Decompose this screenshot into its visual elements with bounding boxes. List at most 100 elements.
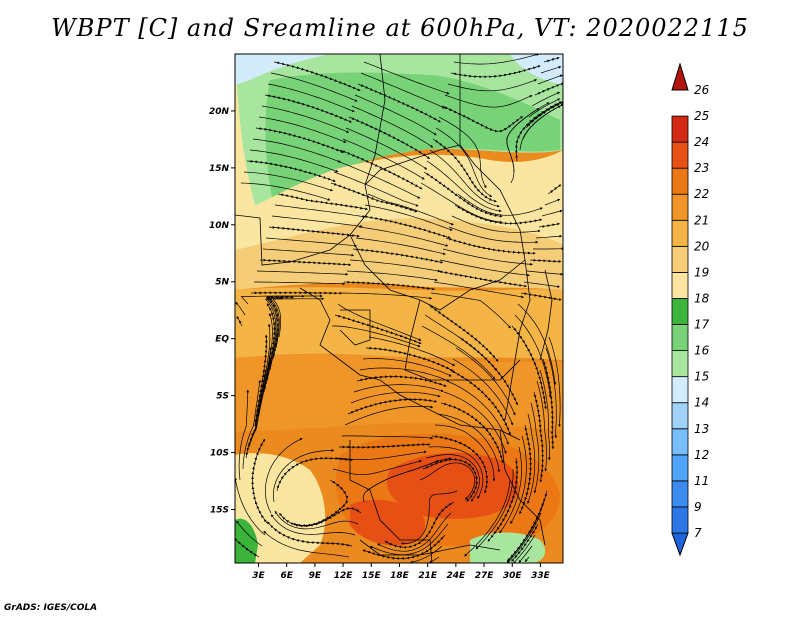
streamline	[259, 258, 352, 267]
lat-tick-label: 5S	[216, 392, 229, 402]
streamline	[256, 270, 349, 276]
streamline	[332, 325, 421, 348]
streamline	[534, 82, 563, 96]
streamline	[451, 215, 541, 233]
streamline	[436, 270, 528, 288]
streamline	[544, 198, 561, 206]
longitude-axis: 3E 6E 9E 12E 15E 18E 21E 24E 27E 30E 33E	[252, 563, 551, 581]
streamline	[365, 346, 454, 372]
streamline	[235, 477, 266, 536]
lon-tick-label: 3E	[252, 571, 265, 581]
streamline	[262, 248, 355, 257]
colorbar-label: 26	[694, 83, 710, 97]
streamline	[273, 61, 361, 91]
streamline	[543, 56, 560, 63]
streamline	[430, 292, 511, 329]
colorbar-label: 15	[694, 370, 709, 384]
lon-tick-label: 24E	[447, 571, 467, 581]
colorbar-min-arrow	[671, 532, 689, 557]
streamline	[347, 398, 438, 415]
streamline	[265, 237, 358, 248]
streamline	[265, 295, 294, 360]
streamline	[454, 204, 543, 225]
streamline	[358, 226, 449, 247]
colorbar-segment	[671, 324, 689, 351]
streamline	[273, 449, 335, 503]
streamline	[255, 127, 344, 153]
streamline	[431, 435, 489, 494]
streamline	[422, 458, 479, 502]
streamline	[271, 215, 363, 228]
streamline	[339, 149, 423, 190]
streamline	[243, 171, 334, 192]
streamline	[235, 538, 260, 558]
colorbar-label: 21	[694, 213, 709, 227]
streamline	[238, 389, 250, 481]
streamline	[442, 248, 533, 266]
lon-tick-label: 15E	[362, 571, 382, 581]
colorbar-segment	[671, 402, 689, 430]
streamline	[353, 384, 444, 393]
lon-tick-label: 12E	[334, 571, 354, 581]
streamline	[362, 358, 452, 377]
streamline	[450, 65, 541, 79]
colorbar-segment	[671, 245, 689, 273]
streamline	[514, 101, 562, 162]
colorbar-segment	[671, 428, 689, 456]
streamline	[512, 534, 536, 563]
streamline	[530, 402, 540, 494]
streamline	[242, 379, 262, 470]
streamline	[352, 247, 444, 264]
lon-tick-label: 9E	[309, 571, 322, 581]
streamline	[547, 184, 562, 195]
colorbar-segment	[671, 219, 689, 247]
streamline	[334, 314, 422, 345]
streamline	[429, 556, 440, 563]
streamline	[268, 225, 360, 238]
streamline	[535, 234, 563, 239]
streamline	[524, 556, 530, 562]
streamline	[506, 107, 540, 184]
streamline	[246, 159, 336, 182]
streamline	[529, 258, 562, 263]
streamline	[537, 74, 563, 85]
streamline	[261, 105, 350, 133]
lat-tick-label: 10N	[209, 221, 230, 231]
streamline	[251, 438, 269, 525]
streamline	[540, 65, 562, 74]
colorbar-label: 7	[694, 526, 702, 540]
lat-tick-label: 10S	[210, 449, 229, 459]
colorbar-label: 9	[694, 500, 702, 514]
colorbar-label: 13	[694, 422, 709, 436]
streamline	[344, 405, 434, 426]
colorbar-segment	[671, 167, 689, 195]
wbpt-field	[235, 54, 563, 563]
colorbar-label: 24	[694, 135, 709, 149]
colorbar-segment	[671, 298, 689, 325]
streamline	[264, 94, 352, 123]
streamline	[449, 369, 511, 436]
streamline	[341, 435, 434, 440]
colorbar-label: 12	[694, 448, 709, 462]
lon-tick-label: 18E	[390, 571, 410, 581]
streamline	[274, 204, 366, 218]
streamline	[475, 468, 514, 550]
streamline	[357, 83, 441, 123]
latitude-axis: 20N 15N 10N 5N EQ 5S 10S 15S	[209, 107, 235, 515]
colorbar-segment	[671, 115, 689, 143]
colorbar-segment	[671, 141, 689, 169]
streamline	[339, 443, 431, 449]
colorbar-label: 19	[694, 265, 709, 279]
streamline	[441, 105, 524, 133]
colorbar-label: 18	[694, 291, 710, 305]
grads-credit: GrADS: IGES/COLA	[4, 603, 98, 613]
streamline	[445, 237, 536, 255]
lat-tick-label: EQ	[215, 335, 229, 345]
colorbar-segment	[671, 272, 689, 299]
streamline	[263, 530, 350, 558]
colorbar-segment	[671, 193, 689, 221]
streamline	[276, 456, 354, 492]
lat-tick-label: 15S	[210, 505, 229, 515]
colorbar-segment	[671, 506, 689, 534]
streamline	[542, 358, 555, 450]
